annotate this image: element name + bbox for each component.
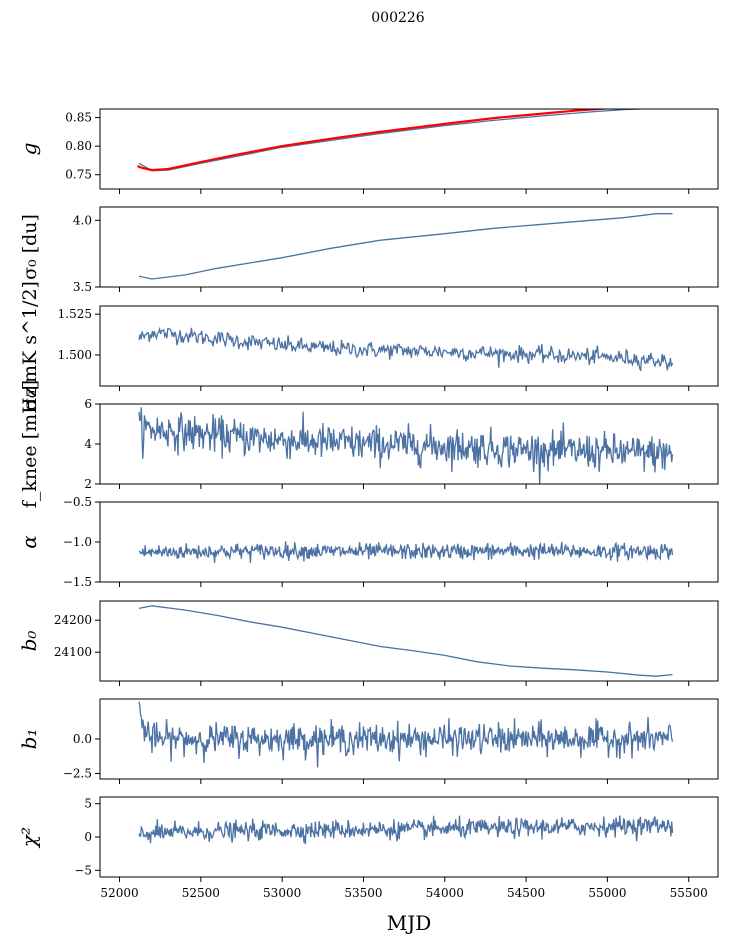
series-line-g-1 [137, 109, 608, 172]
series-line-g-0 [138, 109, 640, 172]
series-line-sigma0-du-0 [138, 213, 673, 280]
series-line-sigma0-mk-0 [138, 326, 674, 372]
series-line-b1-0 [138, 701, 674, 768]
y-axis-label-fknee: f_knee [mHz] [19, 380, 41, 508]
x-tick-label: 55500 [670, 886, 708, 900]
y-tick-label: −5 [74, 863, 92, 877]
panel-g: 0.75 0.80 0.85 g [17, 108, 719, 194]
y-axis-label-sigma0-du: σ₀ [du] [19, 214, 41, 280]
axes-frame [99, 206, 719, 288]
y-tick-label: 5 [84, 797, 92, 811]
y-tick-label: 24200 [54, 613, 92, 627]
y-axis-label-chi2: χ² [17, 827, 41, 849]
series-line-alpha-0 [138, 541, 674, 563]
axes-frame [99, 305, 719, 387]
x-tick-label: 54500 [507, 886, 545, 900]
x-tick-label: 52000 [100, 886, 138, 900]
panel-fknee: 2 4 6 f_knee [mHz] [19, 380, 719, 508]
axes-frame [99, 501, 719, 583]
x-tick-label: 53000 [263, 886, 301, 900]
panel-alpha: −1.5 −1.0 −0.5 α [17, 495, 719, 589]
y-tick-label: 1.525 [58, 307, 92, 321]
x-tick-label: 55000 [588, 886, 626, 900]
y-tick-label: 1.500 [58, 348, 92, 362]
y-axis-label-alpha: α [17, 535, 41, 549]
panel-b1: −2.5 0.0 b₁ [17, 698, 719, 784]
y-tick-label: −0.5 [63, 495, 92, 509]
subplot-panels: 0.75 0.80 0.85 g 3.5 4.0 σ₀ [du] 1.500 1.525 σ₀[m… [17, 108, 719, 900]
y-tick-label: 3.5 [73, 280, 92, 294]
y-axis-label-g: g [17, 143, 41, 156]
y-tick-label: 0.85 [65, 111, 92, 125]
y-tick-label: −2.5 [63, 766, 92, 780]
series-line-fknee-0 [138, 407, 674, 484]
axes-frame [99, 600, 719, 682]
x-axis-label: MJD [387, 911, 432, 935]
y-tick-label: 2 [84, 477, 92, 491]
series-line-chi2-0 [138, 815, 674, 845]
x-tick-label: 53500 [344, 886, 382, 900]
panel-sigma0-du: 3.5 4.0 σ₀ [du] [19, 206, 719, 294]
y-tick-label: −1.5 [63, 575, 92, 589]
y-tick-label: 4 [84, 437, 92, 451]
y-tick-label: 6 [84, 397, 92, 411]
y-tick-label: 0.75 [65, 168, 92, 182]
axes-frame [99, 108, 719, 190]
axes-frame [99, 796, 719, 878]
panel-b0: 24100 24200 b₀ [17, 600, 719, 686]
x-tick-label: 54000 [426, 886, 464, 900]
x-tick-label: 52500 [182, 886, 220, 900]
y-tick-label: −1.0 [63, 535, 92, 549]
y-tick-label: 24100 [54, 645, 92, 659]
y-axis-label-b1: b₁ [17, 729, 41, 750]
y-tick-label: 0.0 [73, 732, 92, 746]
panel-chi2: −5 0 5 52000 52500 53000 53500 54000 54500 55000 5… [17, 796, 719, 900]
y-tick-label: 0.80 [65, 139, 92, 153]
panel-sigma0-mk: 1.500 1.525 σ₀[mK s^1/2] [19, 281, 719, 411]
figure-title: 000226 [371, 10, 425, 26]
y-axis-label-sigma0-mk: σ₀[mK s^1/2] [19, 281, 41, 411]
y-tick-label: 0 [84, 830, 92, 844]
y-axis-label-b0: b₀ [17, 631, 41, 652]
y-tick-label: 4.0 [73, 213, 92, 227]
series-line-b0-0 [138, 605, 673, 677]
